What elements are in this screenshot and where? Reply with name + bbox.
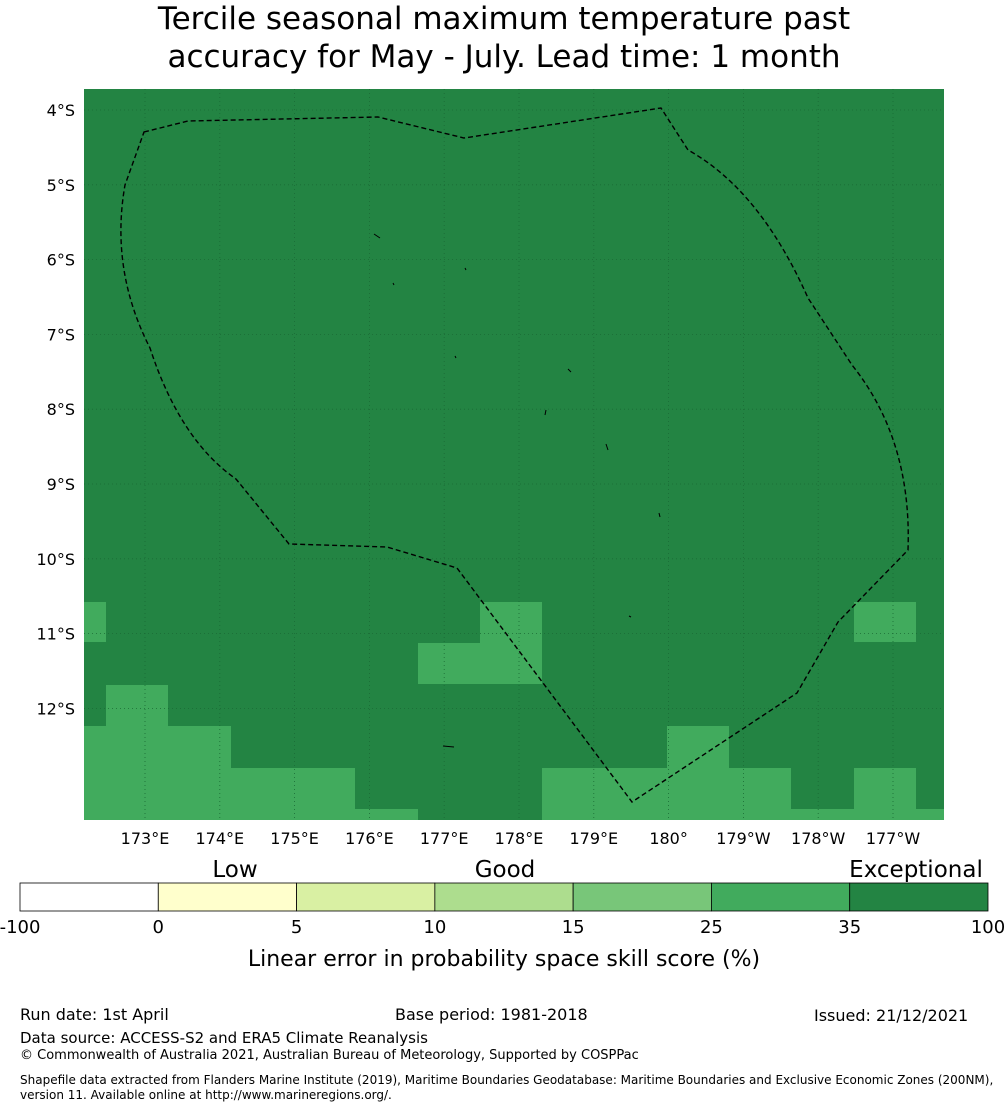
lat-label: 11°S [36,625,75,644]
island [628,615,632,618]
colorbar-segment [157,882,297,912]
data-source: Data source: ACCESS-S2 and ERA5 Climate … [20,1029,428,1047]
skill-cell [854,768,916,820]
colorbar-tick-label: 0 [153,917,164,938]
skill-cell [418,643,542,684]
lat-label: 8°S [47,400,75,419]
skill-cell [667,726,729,820]
lat-label: 4°S [47,101,75,120]
issued-date: Issued: 21/12/2021 [814,1006,969,1025]
island [605,443,609,451]
colorbar-tick-label: 5 [291,917,302,938]
colorbar-tick-label: 15 [562,917,585,938]
island [567,368,572,373]
map-title: Tercile seasonal maximum temperature pas… [0,0,1008,76]
skill-cell [84,602,106,642]
lon-label: 175°E [270,829,319,848]
lat-label: 5°S [47,176,75,195]
lon-label: 174°E [195,829,244,848]
island [373,233,381,239]
latitude-labels: 4°S 5°S 6°S 7°S 8°S 9°S 10°S 11°S 12°S [36,101,75,718]
island [392,282,395,286]
skill-cell [355,809,418,820]
legend-category-good: Good [475,857,536,883]
title-line-2: accuracy for May - July. Lead time: 1 mo… [167,39,841,75]
skill-cell [168,726,231,820]
eez-boundary [120,107,909,803]
lat-label: 10°S [36,550,75,569]
lon-label: 180° [649,829,688,848]
colorbar-segment [572,882,712,912]
lat-label: 6°S [47,251,75,270]
colorbar-segment [19,882,159,912]
base-period: Base period: 1981-2018 [395,1005,588,1024]
island [454,355,457,359]
islands [373,233,661,748]
skill-cells [84,602,944,820]
colorbar-tick-label: 25 [700,917,723,938]
skill-cell [84,726,106,820]
island [464,267,467,271]
longitude-labels: 173°E 174°E 175°E 176°E 177°E 178°E 179°E 180° 1… [121,829,921,848]
lon-label: 179°E [569,829,618,848]
lat-label: 7°S [47,325,75,344]
colorbar-tick-label: 100 [971,917,1005,938]
graticule [84,89,944,820]
map-background [84,89,944,820]
skill-cell [791,809,854,820]
skill-cell [231,768,355,820]
colorbar [19,882,989,912]
island [442,745,455,748]
run-date: Run date: 1st April [20,1005,169,1024]
lat-label: 12°S [36,699,75,718]
skill-cell [854,602,916,642]
legend-category-exceptional: Exceptional [849,857,983,883]
lon-label: 176°E [345,829,394,848]
legend-category-low: Low [212,857,257,883]
island [658,512,661,518]
lon-label: 178°E [495,829,544,848]
skill-cell [106,685,168,820]
colorbar-segment [849,882,989,912]
colorbar-label: Linear error in probability space skill … [248,947,760,972]
colorbar-tick-label: 10 [423,917,446,938]
copyright: © Commonwealth of Australia 2021, Austra… [20,1048,639,1063]
shapefile-credit-line-2: version 11. Available online at http://w… [20,1088,392,1102]
lon-label: 179°W [716,829,771,848]
lat-label: 9°S [47,475,75,494]
colorbar-ticks: -100 0 5 10 15 25 35 100 [0,917,1005,938]
colorbar-tick-label: 35 [838,917,861,938]
skill-cell [916,809,944,820]
title-line-1: Tercile seasonal maximum temperature pas… [157,1,851,37]
lon-label: 173°E [121,829,170,848]
island [544,409,547,416]
colorbar-segment [711,882,851,912]
lon-label: 177°E [420,829,469,848]
lon-label: 178°W [791,829,846,848]
lon-label: 177°W [866,829,921,848]
colorbar-tick-label: -100 [0,917,40,938]
shapefile-credit-line-1: Shapefile data extracted from Flanders M… [20,1073,994,1087]
colorbar-segment [434,882,574,912]
skill-cell [729,768,791,820]
colorbar-segment [296,882,436,912]
skill-cell [542,768,667,820]
